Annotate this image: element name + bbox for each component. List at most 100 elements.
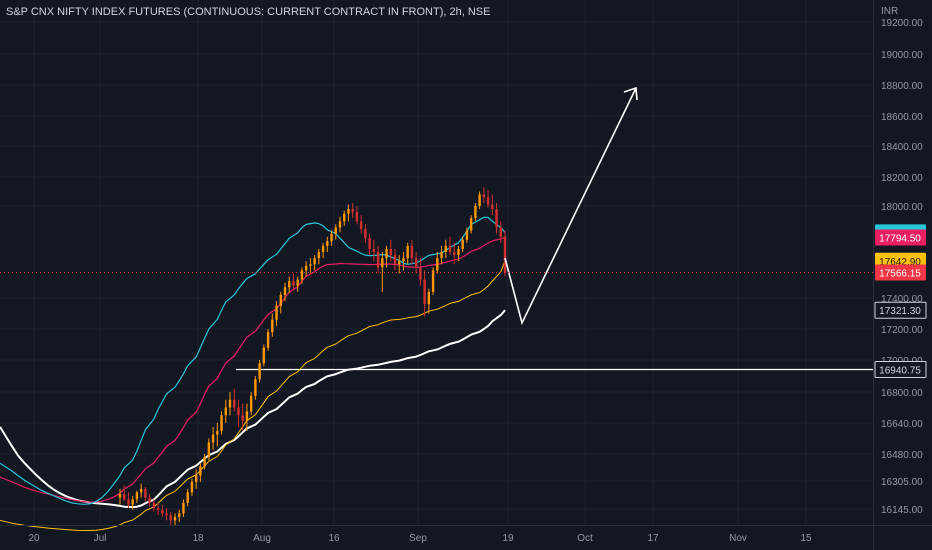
candle-body [211,434,215,443]
candle-body [304,265,308,271]
price-tick-label: 17400.00 [881,294,923,305]
candle-body [444,245,447,252]
grid-lines [0,0,873,525]
candle-body [173,516,177,521]
price-tick-label: 18400.00 [881,142,923,153]
candle-body [448,245,452,252]
candle-body [385,248,388,259]
price-tag-label: 17794.50 [879,234,921,245]
candle-body [190,481,194,493]
moving-averages [0,216,506,531]
price-tick-label: 17200.00 [881,325,923,336]
candle-body [389,248,392,256]
candle-body [317,252,321,259]
candle-body [491,204,494,210]
candle-body [326,241,329,246]
candle-body [461,239,464,249]
price-tag-box [875,264,926,281]
price-axis[interactable]: 19200.00 19000.00 18800.00 18600.00 18400.00… [881,18,923,516]
candle-body [419,267,422,280]
time-tick-label: 16 [328,533,340,544]
price-tag-label: 17321.30 [879,306,921,317]
candle-body [368,238,371,249]
candle-body [453,252,456,256]
arrow-head-icon [623,86,638,101]
time-tick-label: 19 [502,533,514,544]
price-tag-label: 17566.15 [879,269,921,280]
candle-body [482,194,486,198]
candle-body [266,332,270,348]
projection-arrow[interactable] [504,86,638,326]
candle-body [499,227,502,237]
candle-body [436,258,439,271]
chart-title: S&P CNX NIFTY INDEX FUTURES (CONTINUOUS:… [6,6,491,18]
candle-body [495,209,498,228]
price-tick-label: 16800.00 [881,388,923,399]
candle-body [228,399,232,408]
candle-body [165,513,168,516]
candle-body [334,227,337,234]
candle-body [135,492,139,500]
candle-body [478,194,481,206]
time-axis[interactable]: 20 Jul 18 Aug 16 Sep 19 Oct 17 Nov 15 [28,533,812,544]
price-tags: 17827.6517794.5017642.9017566.1517321.30… [874,224,927,378]
candle-body [393,255,397,265]
candle-body [355,212,359,222]
price-tick-label: 18200.00 [881,173,923,184]
candle-body [474,206,477,219]
candle-body [283,287,287,295]
ema-fast-line [0,216,506,505]
time-tick-label: Oct [577,533,593,544]
candle-body [279,294,282,306]
candle-body [347,209,350,214]
candle-body [271,319,274,333]
candle-body [156,508,160,510]
price-tick-label: 18000.00 [881,202,923,213]
candle-body [376,252,380,268]
candle-body [203,457,206,467]
candle-body [288,281,291,288]
candle-body [406,245,409,259]
candle-body [364,229,367,239]
candle-body [431,270,435,292]
price-tick-label: 19200.00 [881,18,923,29]
candle-body [275,305,278,320]
time-tick-label: 20 [28,533,40,544]
candle-body [330,233,333,242]
candle-body [440,252,443,259]
candle-body [127,499,130,505]
time-tick-label: 15 [800,533,812,544]
candle-body [503,236,507,273]
candle-body [321,245,325,252]
candle-body [292,281,295,286]
candle-body [161,509,164,514]
candle-body [207,442,211,458]
price-tag-label: 17642.90 [879,257,921,268]
candle-body [194,475,198,482]
candle-body [465,230,469,240]
candle-body [402,258,405,262]
candlesticks [118,187,507,526]
candle-body [131,499,134,505]
projection-path[interactable] [504,87,637,326]
candle-body [296,279,299,286]
candle-body [186,492,189,503]
candle-body [423,279,426,305]
candle-body [338,221,342,228]
time-tick-label: Sep [409,533,427,544]
candle-body [414,258,418,268]
time-tick-label: Nov [729,533,747,544]
candle-body [224,407,227,416]
candle-body [169,515,172,521]
candle-body [139,488,143,493]
currency-label: INR [881,6,898,17]
candle-body [427,291,431,305]
price-tick-label: 16145.00 [881,505,923,516]
candle-body [300,270,304,280]
candle-body [372,248,376,252]
candle-body [486,197,490,205]
candle-body [359,221,363,229]
candle-body [144,488,147,498]
